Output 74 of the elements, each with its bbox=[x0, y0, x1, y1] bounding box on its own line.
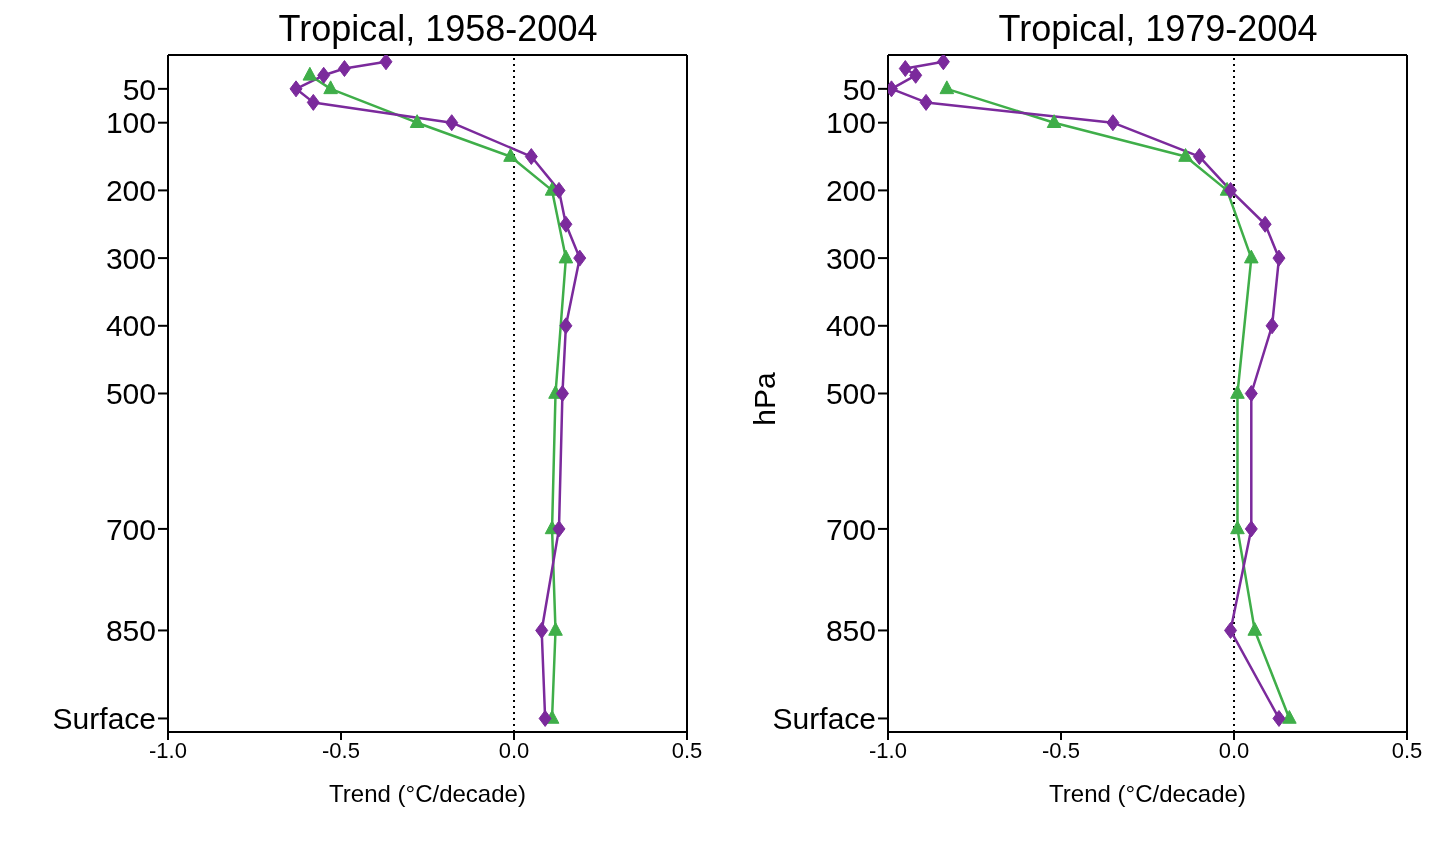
x-tick-label: -1.0 bbox=[149, 737, 187, 763]
point bbox=[1247, 621, 1263, 636]
point bbox=[1178, 148, 1193, 162]
chart-title: Tropical, 1979-2004 bbox=[997, 8, 1319, 51]
point bbox=[936, 55, 950, 71]
y-tick-label: 850 bbox=[825, 614, 876, 648]
point bbox=[302, 66, 318, 81]
point bbox=[317, 66, 331, 84]
point bbox=[1244, 520, 1258, 538]
point bbox=[1224, 181, 1238, 199]
point bbox=[323, 80, 338, 95]
point bbox=[1272, 249, 1286, 267]
x-tick-label: 0.0 bbox=[1218, 737, 1250, 763]
y-tick-label: 500 bbox=[825, 377, 876, 411]
point bbox=[524, 148, 538, 166]
point bbox=[559, 215, 573, 233]
y-tick-label: 200 bbox=[825, 174, 876, 208]
y-tick-label: 850 bbox=[105, 614, 156, 648]
point bbox=[552, 181, 566, 199]
x-axis-title: Trend (°C/decade) bbox=[1049, 780, 1246, 807]
point bbox=[1265, 317, 1279, 335]
point bbox=[1224, 621, 1238, 639]
point bbox=[306, 93, 320, 111]
point bbox=[909, 66, 923, 84]
point bbox=[409, 114, 425, 128]
point bbox=[1244, 249, 1259, 264]
chart-title: Tropical, 1958-2004 bbox=[277, 8, 599, 51]
y-tick-label: Surface bbox=[52, 702, 156, 736]
point bbox=[535, 621, 549, 639]
point bbox=[503, 148, 518, 162]
y-tick-label: 400 bbox=[825, 309, 876, 343]
point bbox=[1258, 215, 1272, 233]
point bbox=[552, 520, 566, 538]
point bbox=[1230, 385, 1245, 399]
y-tick-label: 700 bbox=[825, 512, 876, 546]
point bbox=[1046, 114, 1062, 128]
point bbox=[1230, 520, 1245, 535]
x-tick-label: 0.5 bbox=[1391, 737, 1423, 763]
point bbox=[558, 249, 574, 264]
y-tick-label: 200 bbox=[105, 174, 156, 208]
y-tick-label: 100 bbox=[825, 106, 876, 140]
point bbox=[289, 80, 303, 98]
x-tick-label: -0.5 bbox=[322, 737, 360, 763]
point bbox=[1192, 148, 1206, 166]
x-axis-title: Trend (°C/decade) bbox=[329, 780, 526, 807]
point bbox=[898, 60, 912, 78]
point bbox=[379, 55, 393, 71]
point bbox=[939, 80, 955, 95]
point bbox=[538, 709, 552, 727]
y-tick-label: 400 bbox=[105, 309, 156, 343]
x-tick-label: -0.5 bbox=[1042, 737, 1080, 763]
point bbox=[1282, 709, 1297, 724]
y-tick-label: 500 bbox=[105, 377, 156, 411]
point bbox=[1272, 709, 1286, 727]
y-tick-label: 50 bbox=[122, 72, 156, 106]
point bbox=[1106, 114, 1120, 132]
y-axis-title: hPa bbox=[747, 372, 782, 426]
y-tick-label: 100 bbox=[105, 106, 156, 140]
point bbox=[337, 60, 351, 78]
point bbox=[555, 385, 569, 402]
point bbox=[548, 621, 563, 636]
y-tick-label: 700 bbox=[105, 512, 156, 546]
y-tick-label: 300 bbox=[105, 241, 156, 275]
point bbox=[559, 317, 573, 335]
point bbox=[919, 93, 933, 111]
x-tick-label: -1.0 bbox=[869, 737, 907, 763]
x-tick-label: 0.0 bbox=[498, 737, 530, 763]
y-tick-label: 50 bbox=[842, 72, 876, 106]
y-tick-label: Surface bbox=[772, 702, 876, 736]
point bbox=[1244, 385, 1258, 402]
y-tick-label: 300 bbox=[825, 241, 876, 275]
point bbox=[573, 249, 587, 267]
x-tick-label: 0.5 bbox=[671, 737, 703, 763]
point bbox=[445, 114, 459, 132]
